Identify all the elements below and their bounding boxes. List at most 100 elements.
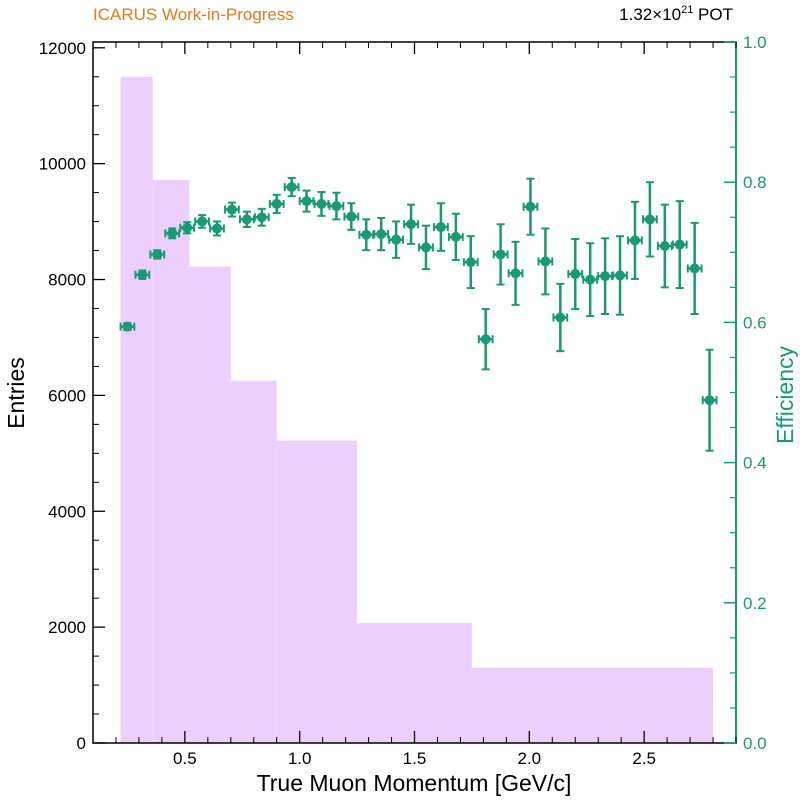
efficiency-point — [522, 177, 539, 236]
y-tick-label: 10000 — [39, 155, 86, 174]
efficiency-point — [194, 214, 210, 229]
efficiency-marker — [152, 249, 163, 260]
efficiency-marker — [495, 249, 506, 260]
efficiency-marker — [301, 196, 312, 207]
pot-base: 1.32×10 — [619, 5, 681, 24]
efficiency-point — [268, 193, 285, 215]
efficiency-marker — [704, 395, 715, 406]
efficiency-point — [686, 221, 703, 315]
efficiency-marker — [629, 235, 640, 246]
pot-unit: POT — [693, 5, 733, 24]
tick-labels-layer: 0.5 1.0 1.5 2.0 2.5 0 2000 4000 6000 8000 10000 120… — [39, 33, 767, 768]
efficiency-marker — [226, 204, 237, 215]
efficiency-point — [597, 237, 613, 315]
efficiency-point — [433, 202, 449, 252]
efficiency-marker — [570, 269, 581, 280]
x-tick-label: 2.5 — [632, 749, 656, 768]
efficiency-marker — [197, 216, 208, 227]
x-tick-label: 2.0 — [518, 749, 542, 768]
efficiency-point — [134, 269, 151, 280]
y-axis-title: Entries — [3, 357, 29, 429]
y2-tick-label: 0.8 — [743, 173, 767, 192]
efficiency-marker — [182, 222, 193, 233]
efficiency-point — [358, 218, 375, 252]
efficiency-point — [149, 249, 166, 260]
efficiency-point — [462, 235, 479, 290]
efficiency-marker — [689, 263, 700, 274]
histogram-bar — [357, 623, 472, 743]
efficiency-marker — [137, 269, 148, 280]
ticks-layer — [92, 41, 737, 744]
y-tick-label: 6000 — [48, 386, 86, 405]
efficiency-marker — [271, 198, 282, 209]
efficiency-marker — [420, 242, 431, 253]
efficiency-marker — [435, 222, 446, 233]
x-axis-title: True Muon Momentum [GeV/c] — [257, 770, 572, 796]
histogram-bar — [471, 667, 714, 743]
efficiency-point — [507, 240, 524, 306]
y2-tick-label: 0.6 — [743, 313, 767, 332]
histogram-bar — [230, 380, 277, 743]
efficiency-point — [238, 210, 255, 229]
y-tick-label: 2000 — [48, 618, 86, 637]
efficiency-marker — [555, 312, 566, 323]
y2-tick-label: 1.0 — [743, 33, 767, 52]
efficiency-point — [253, 207, 270, 227]
efficiency-points-layer — [119, 176, 718, 452]
efficiency-point — [224, 201, 240, 218]
efficiency-marker — [286, 182, 297, 193]
efficiency-marker — [212, 223, 223, 234]
x-tick-label: 1.0 — [288, 749, 312, 768]
efficiency-marker — [585, 274, 596, 285]
y-tick-label: 12000 — [39, 39, 86, 58]
y-tick-label: 4000 — [48, 502, 86, 521]
efficiency-point — [567, 237, 584, 311]
efficiency-point — [612, 235, 628, 316]
efficiency-marker — [450, 231, 461, 242]
efficiency-point — [403, 203, 419, 245]
efficiency-marker — [316, 198, 327, 209]
efficiency-marker — [480, 334, 491, 345]
efficiency-point — [283, 176, 300, 198]
efficiency-point — [119, 321, 136, 332]
efficiency-point — [447, 212, 464, 262]
y-tick-label: 0 — [77, 734, 86, 753]
efficiency-marker — [167, 228, 178, 239]
efficiency-marker — [346, 211, 357, 222]
histogram-layer — [120, 76, 714, 744]
efficiency-marker — [674, 239, 685, 250]
efficiency-point — [388, 220, 405, 259]
efficiency-point — [179, 221, 196, 235]
efficiency-marker — [391, 234, 402, 245]
efficiency-marker — [510, 268, 521, 279]
pot-label: 1.32×1021 POT — [619, 4, 733, 24]
efficiency-point — [552, 282, 569, 353]
efficiency-marker — [659, 240, 670, 251]
histogram-bar — [152, 179, 190, 744]
efficiency-point — [343, 202, 360, 231]
efficiency-marker — [615, 270, 626, 281]
efficiency-point — [328, 191, 345, 221]
efficiency-point — [671, 200, 688, 290]
efficiency-point — [418, 224, 434, 271]
efficiency-marker — [331, 201, 342, 212]
efficiency-point — [313, 191, 330, 217]
efficiency-marker — [465, 257, 476, 268]
histogram-bar — [120, 76, 153, 744]
header-left-label: ICARUS Work-in-Progress — [93, 5, 294, 24]
efficiency-marker — [525, 201, 536, 212]
efficiency-marker — [241, 214, 252, 225]
efficiency-marker — [122, 321, 133, 332]
x-tick-label: 0.5 — [173, 749, 197, 768]
efficiency-marker — [361, 229, 372, 240]
efficiency-marker — [256, 212, 267, 223]
histogram-bar — [189, 266, 231, 743]
efficiency-point — [627, 200, 643, 280]
efficiency-point — [492, 223, 509, 286]
y2-tick-label: 0.4 — [743, 454, 767, 473]
efficiency-point — [701, 348, 718, 452]
efficiency-marker — [406, 219, 417, 230]
efficiency-point — [209, 220, 225, 237]
efficiency-point — [537, 227, 554, 296]
